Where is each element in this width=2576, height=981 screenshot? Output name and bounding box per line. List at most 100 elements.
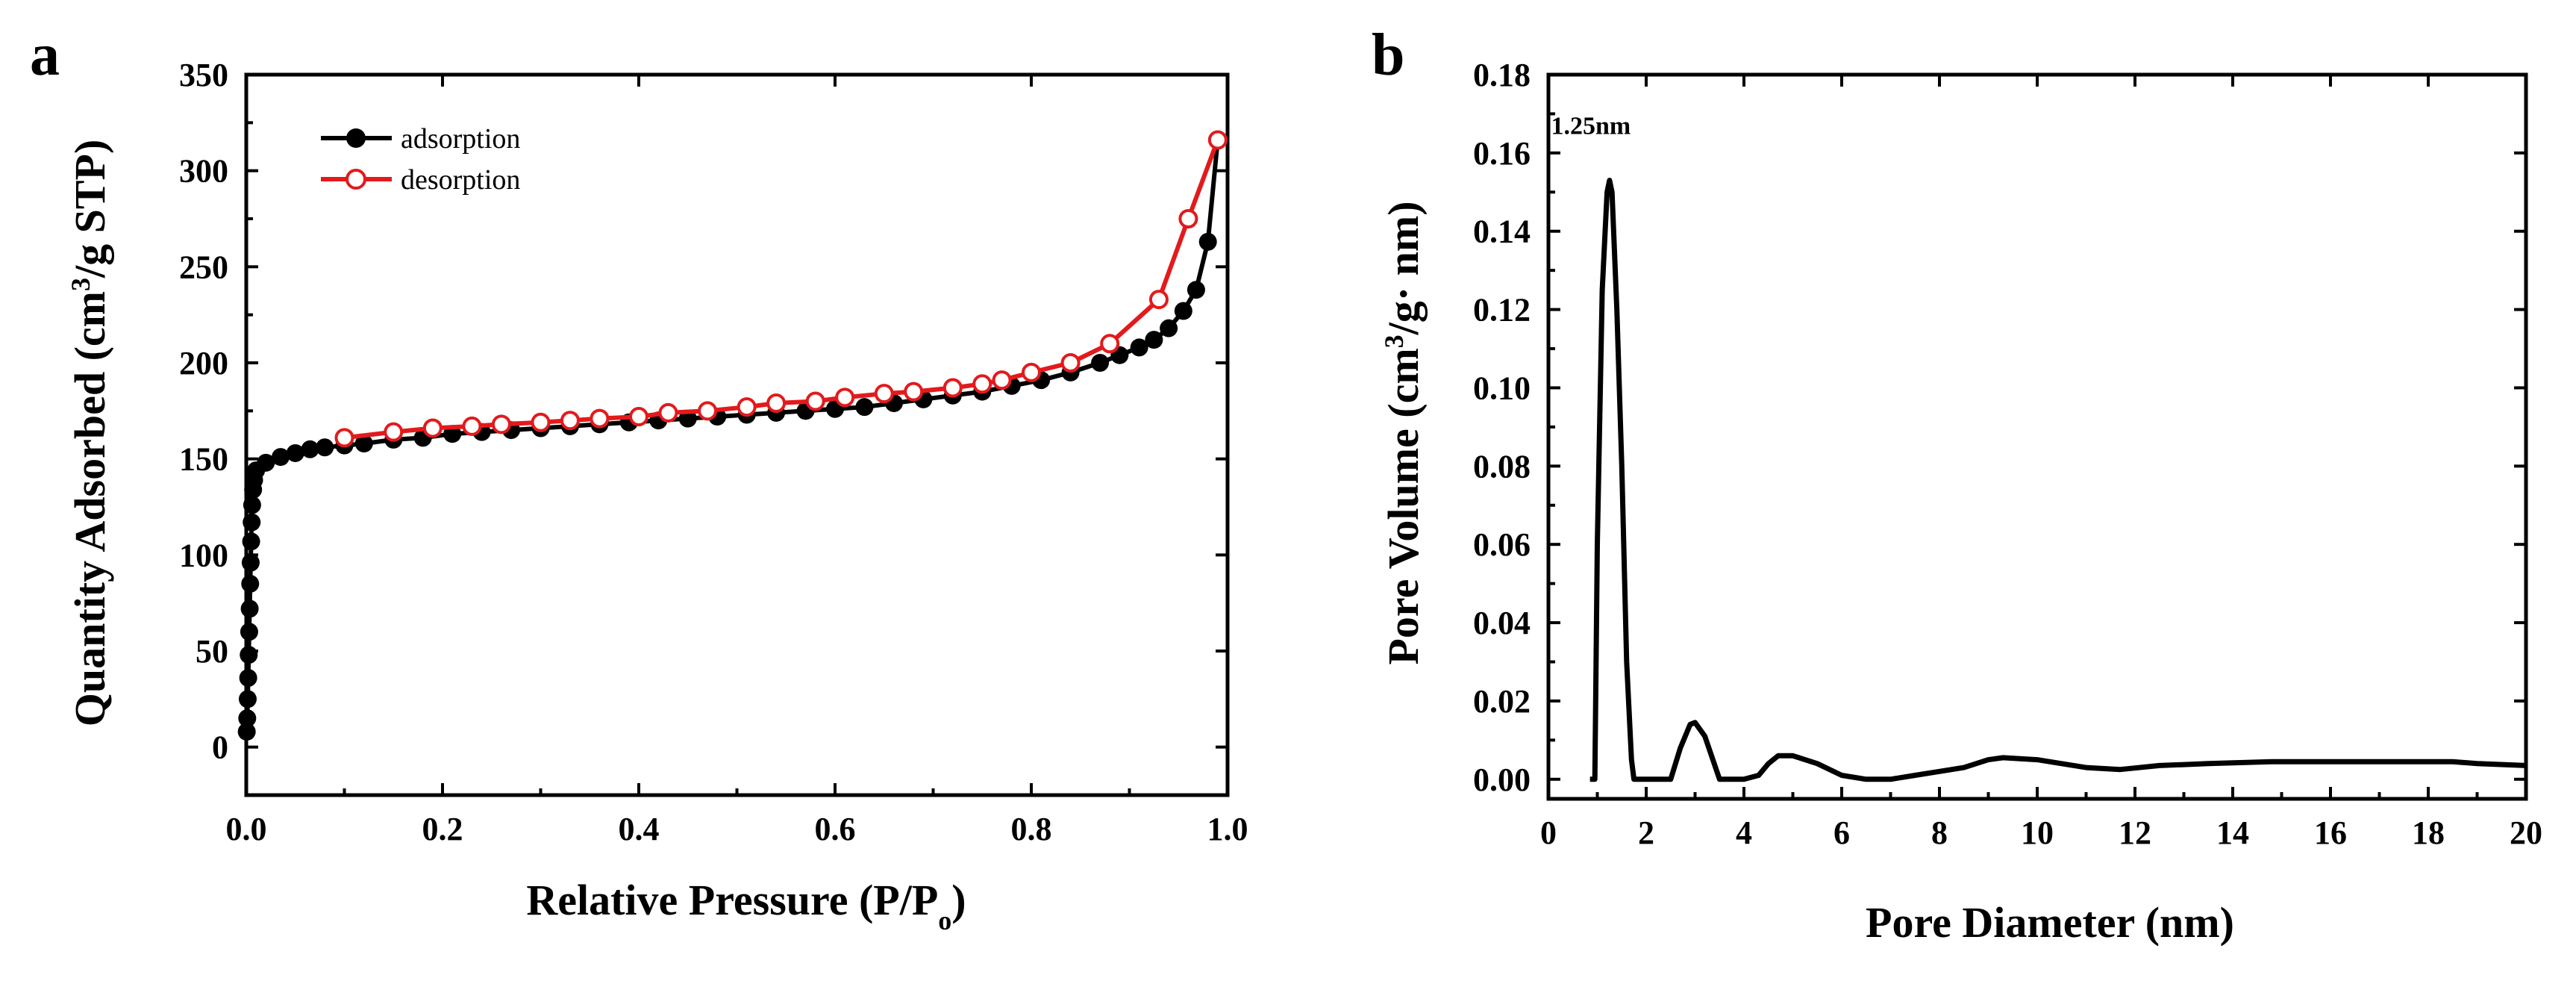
- data-point-desorption: [658, 402, 678, 423]
- y-tick-label: 300: [179, 153, 228, 190]
- data-point-desorption: [462, 416, 482, 436]
- legend-adsorption-marker: [346, 128, 366, 148]
- data-point-adsorption: [242, 532, 260, 551]
- data-point-desorption: [698, 401, 718, 421]
- data-point-desorption: [805, 391, 825, 411]
- data-point-desorption: [737, 397, 757, 417]
- x-tick-label: 4: [1736, 815, 1752, 851]
- x-tick-label: 12: [2119, 815, 2151, 851]
- data-point-adsorption: [243, 513, 261, 532]
- panel-a-ylabel-pre: Quantity Adsorbed (cm: [66, 291, 114, 726]
- data-point-desorption: [422, 418, 443, 438]
- x-tick-label: 0.2: [422, 811, 463, 847]
- y-tick-label: 0.02: [1473, 683, 1531, 720]
- panel-a-ylabel-post: /g STP): [66, 140, 114, 278]
- panel-a-xlabel-sub: o: [938, 906, 951, 935]
- y-tick-label: 50: [196, 633, 228, 670]
- data-point-desorption: [1100, 334, 1120, 354]
- panel-b-ylabel-sup: 3: [1379, 334, 1409, 348]
- data-point-adsorption: [241, 553, 260, 572]
- y-tick-label: 0.18: [1473, 57, 1531, 93]
- panel-a-xlabel-main: Relative Pressure (P/P: [526, 876, 938, 924]
- y-tick-label: 0.04: [1473, 605, 1531, 641]
- legend-desorption-label: desorption: [401, 164, 520, 196]
- data-point-adsorption: [1174, 302, 1192, 320]
- data-point-desorption: [384, 422, 404, 442]
- data-point-desorption: [1148, 290, 1169, 310]
- y-tick-label: 0.10: [1473, 370, 1531, 406]
- panel-a-chart: a 0.0 0.2 0.4 0.6 0.8 1.0 0 50 100 150 200 250 300 3…: [30, 22, 1248, 935]
- data-point-desorption: [1178, 209, 1198, 228]
- x-tick-label: 10: [2021, 815, 2054, 851]
- data-point-adsorption: [241, 574, 260, 593]
- data-point-desorption: [1207, 130, 1228, 150]
- panel-a-y-ticks: 0 50 100 150 200 250 300 350: [179, 57, 1228, 766]
- plot-frame: [1546, 72, 2528, 801]
- y-tick-label: 150: [179, 441, 228, 478]
- data-point-adsorption: [240, 623, 258, 641]
- x-tick-label: 0.0: [226, 811, 267, 847]
- panel-b-label: b: [1372, 22, 1405, 88]
- panel-b-peak-annotation: 1.25nm: [1551, 112, 1631, 140]
- data-point-adsorption: [855, 398, 874, 417]
- data-point-adsorption: [1130, 338, 1148, 357]
- panel-a-legend: adsorption desorption: [321, 123, 520, 196]
- legend-desorption-marker: [346, 169, 366, 190]
- x-tick-label: 14: [2216, 815, 2249, 851]
- panel-b-y-ticks: 0.00 0.02 0.04 0.06 0.08 0.10 0.12 0.14 0.16 0.18: [1473, 57, 2526, 798]
- data-point-adsorption: [286, 443, 304, 462]
- data-point-desorption: [531, 412, 551, 432]
- panel-a-x-ticks: 0.0 0.2 0.4 0.6 0.8 1.0: [226, 75, 1248, 847]
- panel-a-ylabel-sup: 3: [66, 278, 96, 291]
- data-point-adsorption: [237, 723, 256, 741]
- legend-adsorption-label: adsorption: [401, 123, 520, 155]
- panel-b-x-axis-title: Pore Diameter (nm): [1866, 898, 2234, 947]
- panel-a-label: a: [30, 22, 60, 88]
- data-point-desorption: [972, 374, 992, 394]
- data-point-desorption: [629, 407, 648, 427]
- y-tick-label: 0.08: [1473, 448, 1531, 485]
- x-tick-label: 0: [1540, 815, 1557, 851]
- data-point-desorption: [491, 414, 511, 435]
- data-point-desorption: [992, 370, 1012, 390]
- panel-b-chart: b 0 2 4 6 8 10 12 14 16 18 20 0.00 0.02 0.04 0.06 0.08…: [1372, 22, 2542, 947]
- y-tick-label: 100: [179, 537, 228, 573]
- data-point-adsorption: [1145, 331, 1163, 349]
- data-point-desorption: [334, 428, 354, 448]
- x-tick-label: 1.0: [1207, 811, 1248, 847]
- panel-b-x-ticks: 0 2 4 6 8 10 12 14 16 18 20: [1540, 75, 2542, 851]
- y-tick-label: 0.00: [1473, 762, 1531, 798]
- panel-a-y-axis-title: Quantity Adsorbed (cm3/g STP): [66, 140, 114, 727]
- data-point-adsorption: [240, 600, 259, 618]
- y-tick-label: 0: [212, 729, 228, 766]
- data-point-desorption: [766, 393, 787, 414]
- panel-a-x-axis-title: Relative Pressure (P/Po): [526, 876, 966, 935]
- x-tick-label: 18: [2412, 815, 2445, 851]
- x-tick-label: 20: [2510, 815, 2542, 851]
- data-point-desorption: [942, 378, 963, 398]
- x-tick-label: 2: [1638, 815, 1654, 851]
- x-tick-label: 0.4: [619, 811, 660, 847]
- data-point-desorption: [904, 382, 924, 402]
- x-tick-label: 0.6: [815, 811, 856, 847]
- data-point-adsorption: [272, 448, 290, 467]
- panel-a-plot-area: [237, 72, 1230, 797]
- data-point-adsorption: [1187, 281, 1205, 299]
- y-tick-label: 0.12: [1473, 292, 1531, 328]
- data-point-adsorption: [238, 709, 257, 728]
- data-point-adsorption: [1198, 232, 1217, 251]
- x-tick-label: 16: [2314, 815, 2347, 851]
- data-point-adsorption: [316, 438, 334, 457]
- y-tick-label: 200: [179, 345, 228, 382]
- x-tick-label: 6: [1833, 815, 1850, 851]
- data-point-adsorption: [240, 646, 258, 664]
- data-point-adsorption: [239, 669, 257, 688]
- panel-b-plot-area: [1546, 72, 2528, 801]
- data-point-adsorption: [1091, 354, 1110, 372]
- data-point-desorption: [835, 387, 855, 408]
- data-point-desorption: [1060, 353, 1081, 373]
- data-point-adsorption: [257, 453, 275, 472]
- data-point-desorption: [560, 411, 580, 431]
- data-point-adsorption: [354, 435, 373, 453]
